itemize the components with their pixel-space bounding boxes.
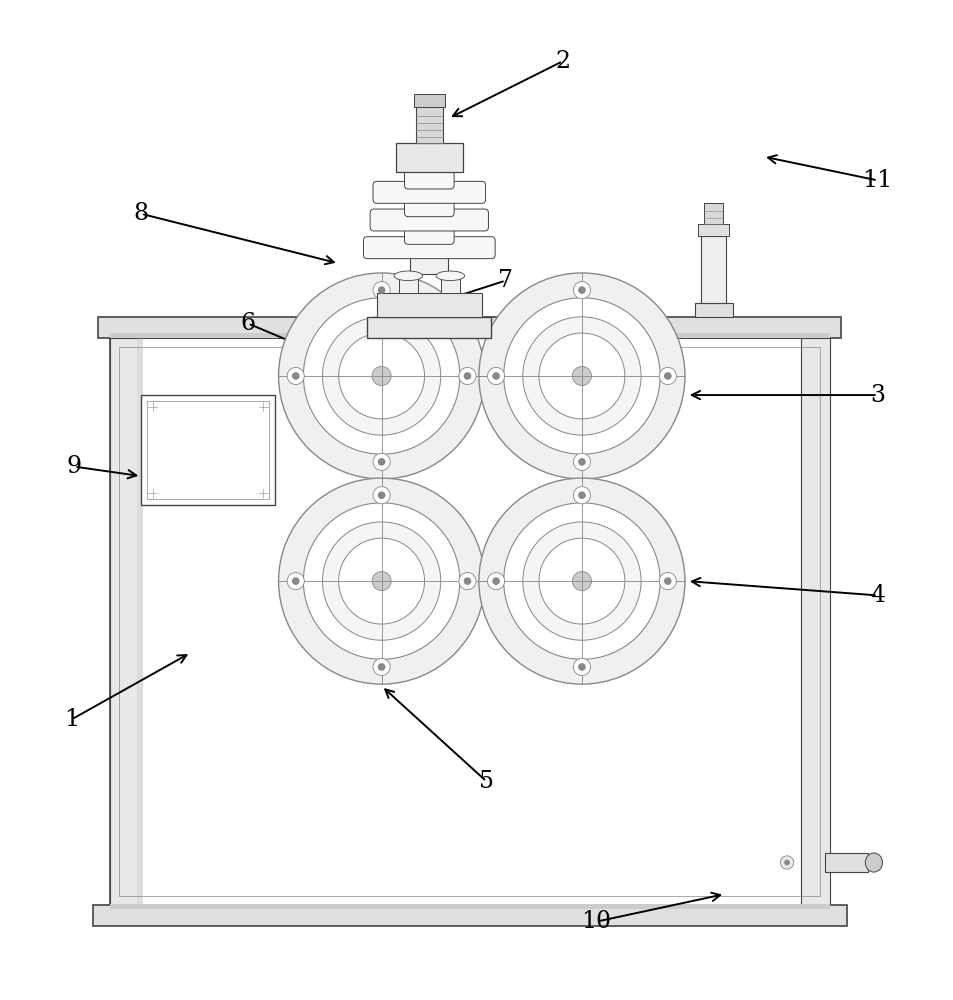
Bar <box>395 143 462 172</box>
Circle shape <box>572 366 591 386</box>
Bar <box>416 107 442 143</box>
Circle shape <box>503 503 659 659</box>
Circle shape <box>487 367 504 385</box>
Text: 9: 9 <box>67 455 82 478</box>
Circle shape <box>573 282 590 299</box>
Circle shape <box>377 491 385 499</box>
Circle shape <box>278 273 484 479</box>
Text: 11: 11 <box>862 169 892 192</box>
Bar <box>398 276 417 293</box>
Circle shape <box>492 577 499 585</box>
Text: 3: 3 <box>869 384 884 407</box>
Circle shape <box>287 367 304 385</box>
Bar <box>119 347 820 896</box>
Bar <box>824 853 867 872</box>
Text: 7: 7 <box>497 269 513 292</box>
Circle shape <box>522 522 640 640</box>
Bar <box>141 395 274 505</box>
Circle shape <box>373 282 390 299</box>
Circle shape <box>292 577 299 585</box>
Circle shape <box>458 573 476 590</box>
FancyBboxPatch shape <box>404 223 454 244</box>
Circle shape <box>478 273 684 479</box>
Circle shape <box>578 663 585 671</box>
Circle shape <box>659 573 676 590</box>
Bar <box>98 317 841 338</box>
Bar <box>700 236 725 303</box>
Circle shape <box>578 491 585 499</box>
Circle shape <box>322 522 440 640</box>
Circle shape <box>373 487 390 504</box>
Circle shape <box>338 333 424 419</box>
FancyBboxPatch shape <box>373 181 485 203</box>
Circle shape <box>377 458 385 466</box>
Text: 6: 6 <box>240 312 255 335</box>
Circle shape <box>372 572 391 591</box>
Circle shape <box>303 503 459 659</box>
Circle shape <box>292 372 299 380</box>
Text: 10: 10 <box>580 910 611 933</box>
Circle shape <box>538 538 624 624</box>
Text: 5: 5 <box>478 770 494 793</box>
Bar <box>440 276 459 293</box>
Bar <box>801 338 829 905</box>
Circle shape <box>322 317 440 435</box>
Circle shape <box>573 658 590 676</box>
Bar <box>698 224 728 236</box>
Circle shape <box>572 572 591 591</box>
Bar <box>147 401 269 499</box>
Circle shape <box>780 856 793 869</box>
FancyBboxPatch shape <box>363 237 495 259</box>
Bar <box>110 333 829 338</box>
Text: 1: 1 <box>64 708 79 731</box>
Text: 2: 2 <box>555 50 570 73</box>
Bar <box>110 338 829 905</box>
Circle shape <box>377 286 385 294</box>
Ellipse shape <box>394 271 422 281</box>
Circle shape <box>663 372 671 380</box>
Circle shape <box>463 372 471 380</box>
FancyBboxPatch shape <box>404 168 454 189</box>
FancyBboxPatch shape <box>404 196 454 217</box>
FancyBboxPatch shape <box>370 209 488 231</box>
Bar <box>694 303 732 317</box>
Circle shape <box>503 298 659 454</box>
Bar <box>367 317 491 338</box>
Circle shape <box>458 367 476 385</box>
Bar <box>703 203 722 224</box>
Circle shape <box>377 663 385 671</box>
Bar <box>92 905 846 926</box>
Circle shape <box>538 333 624 419</box>
Circle shape <box>578 458 585 466</box>
Circle shape <box>573 487 590 504</box>
Circle shape <box>663 577 671 585</box>
Ellipse shape <box>864 853 882 872</box>
Circle shape <box>659 367 676 385</box>
Circle shape <box>478 478 684 684</box>
Circle shape <box>578 286 585 294</box>
Bar <box>110 904 829 909</box>
Circle shape <box>573 453 590 470</box>
Text: 8: 8 <box>133 202 149 225</box>
Circle shape <box>522 317 640 435</box>
Circle shape <box>492 372 499 380</box>
Bar <box>414 94 444 107</box>
Circle shape <box>373 658 390 676</box>
Circle shape <box>278 478 484 684</box>
Circle shape <box>463 577 471 585</box>
Circle shape <box>303 298 459 454</box>
Ellipse shape <box>436 271 464 281</box>
Bar <box>376 293 481 317</box>
Circle shape <box>373 453 390 470</box>
Bar <box>110 338 138 905</box>
Circle shape <box>287 573 304 590</box>
Circle shape <box>372 366 391 386</box>
Bar <box>410 255 448 274</box>
Circle shape <box>783 860 789 865</box>
Circle shape <box>487 573 504 590</box>
Bar <box>138 338 143 905</box>
Text: 4: 4 <box>869 584 884 607</box>
Circle shape <box>338 538 424 624</box>
